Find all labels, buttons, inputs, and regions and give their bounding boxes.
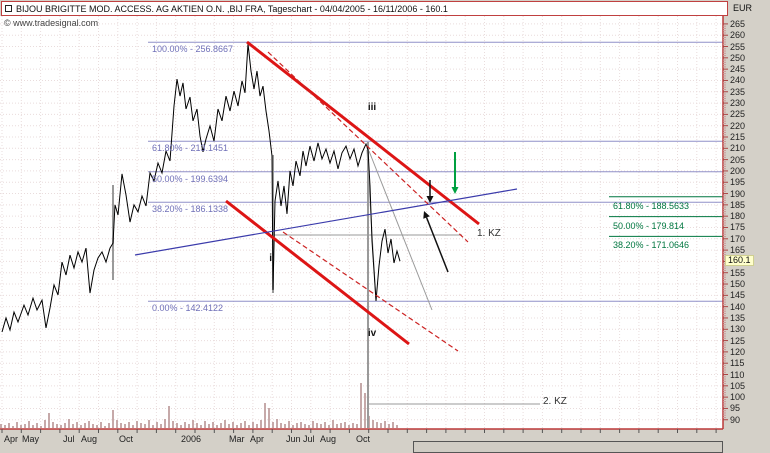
- downtrend-dashed-upper: [267, 51, 469, 243]
- x-axis-label: Aug: [81, 434, 98, 444]
- y-axis-label: 255: [730, 41, 746, 52]
- y-axis-label: 240: [730, 75, 746, 86]
- y-axis-label: 125: [730, 335, 746, 346]
- wave-ii-label: ii: [269, 253, 275, 264]
- x-axis-label: Oct: [356, 434, 371, 444]
- price-series: [1, 43, 401, 333]
- bottom-panel-edge[interactable]: [413, 441, 723, 453]
- fib-label-0-00: 0.00% - 142.4122: [152, 303, 224, 314]
- current-price-tag: 160.1: [725, 255, 754, 267]
- y-axis-label: 185: [730, 199, 746, 210]
- y-axis-label: 220: [730, 120, 746, 131]
- fib-target-label-38-20: 38.20% - 171.0646: [613, 240, 690, 251]
- uptrend-line: [134, 188, 518, 256]
- x-axis-label: Jun: [286, 434, 301, 444]
- chart-title-bar[interactable]: BIJOU BRIGITTE MOD. ACCESS. AG AKTIEN O.…: [1, 1, 728, 16]
- volume-series: [0, 383, 398, 428]
- y-axis-label: 140: [730, 301, 746, 312]
- fib-target-label-61-80: 61.80% - 188.5633: [613, 200, 690, 211]
- y-axis-label: 205: [730, 154, 746, 165]
- price-target-1-label: 1. KZ: [477, 228, 501, 239]
- y-axis-label: 180: [730, 211, 746, 222]
- y-axis-label: 170: [730, 233, 746, 244]
- wave-iv-label: iv: [367, 328, 377, 339]
- black-up-left-arrow: [425, 217, 449, 273]
- downtrend-support: [225, 199, 410, 346]
- y-axis-label: 175: [730, 222, 746, 233]
- y-axis-label: 210: [730, 143, 746, 154]
- y-axis-label: 245: [730, 64, 746, 75]
- x-axis-label: Apr: [4, 434, 19, 444]
- x-axis-label: 2006: [181, 434, 202, 444]
- y-axis-label: 90: [730, 414, 741, 425]
- y-axis-label: 235: [730, 86, 746, 97]
- y-axis-label: 135: [730, 312, 746, 323]
- x-axis-label: Apr: [250, 434, 265, 444]
- y-axis-label: 120: [730, 346, 746, 357]
- y-axis-label: 195: [730, 177, 746, 188]
- y-axis-label: 225: [730, 109, 746, 120]
- downtrend-dashed-lower: [282, 231, 459, 352]
- black-down-arrow-head: [426, 196, 434, 203]
- y-axis-label: 190: [730, 188, 746, 199]
- x-axis-label: Aug: [320, 434, 337, 444]
- x-axis-label: Jul: [63, 434, 75, 444]
- x-axis-label: Mar: [229, 434, 245, 444]
- x-axis-label: Jul: [303, 434, 315, 444]
- y-axis-label: 250: [730, 52, 746, 63]
- fib-label-50-00: 50.00% - 199.6394: [152, 173, 229, 184]
- y-axis-label: 265: [730, 18, 746, 29]
- y-axis-label: 200: [730, 165, 746, 176]
- y-axis-label: 95: [730, 403, 741, 414]
- price-target-2-label: 2. KZ: [543, 396, 567, 407]
- green-down-arrow-head: [451, 187, 459, 194]
- downtrend-resistance: [246, 40, 480, 226]
- fib-target-label-50-00: 50.00% - 179.814: [613, 220, 685, 231]
- fib-label-100: 100.00% - 256.8667: [152, 44, 234, 55]
- y-axis-label: 165: [730, 245, 746, 256]
- y-axis-label: 230: [730, 98, 746, 109]
- y-axis-label: 105: [730, 380, 746, 391]
- grid: [0, 16, 723, 429]
- y-axis-label: 115: [730, 358, 745, 369]
- chart-title: BIJOU BRIGITTE MOD. ACCESS. AG AKTIEN O.…: [16, 3, 448, 14]
- x-axis-label: May: [22, 434, 40, 444]
- y-axis-label: 155: [730, 267, 746, 278]
- window-icon: [5, 5, 12, 12]
- fib-label-38-20: 38.20% - 186.1338: [152, 204, 229, 215]
- y-axis-label: 110: [730, 369, 745, 380]
- y-axis-label: 130: [730, 324, 746, 335]
- y-axis-label: 260: [730, 30, 746, 41]
- projection-fork-right: [368, 150, 433, 311]
- y-axis-label: 100: [730, 392, 746, 403]
- currency-label: EUR: [733, 3, 753, 13]
- x-axis-label: Oct: [119, 434, 134, 444]
- fib-label-61-80: 61.80% - 213.1451: [152, 143, 229, 154]
- y-axis-label: 150: [730, 279, 746, 290]
- black-up-left-arrow-head: [423, 211, 430, 219]
- tradesignal-watermark: © www.tradesignal.com: [4, 18, 99, 28]
- plot-area[interactable]: [0, 16, 723, 429]
- y-axis-label: 145: [730, 290, 746, 301]
- wave-iii-label: iii: [367, 102, 377, 113]
- y-axis-label: 215: [730, 132, 746, 142]
